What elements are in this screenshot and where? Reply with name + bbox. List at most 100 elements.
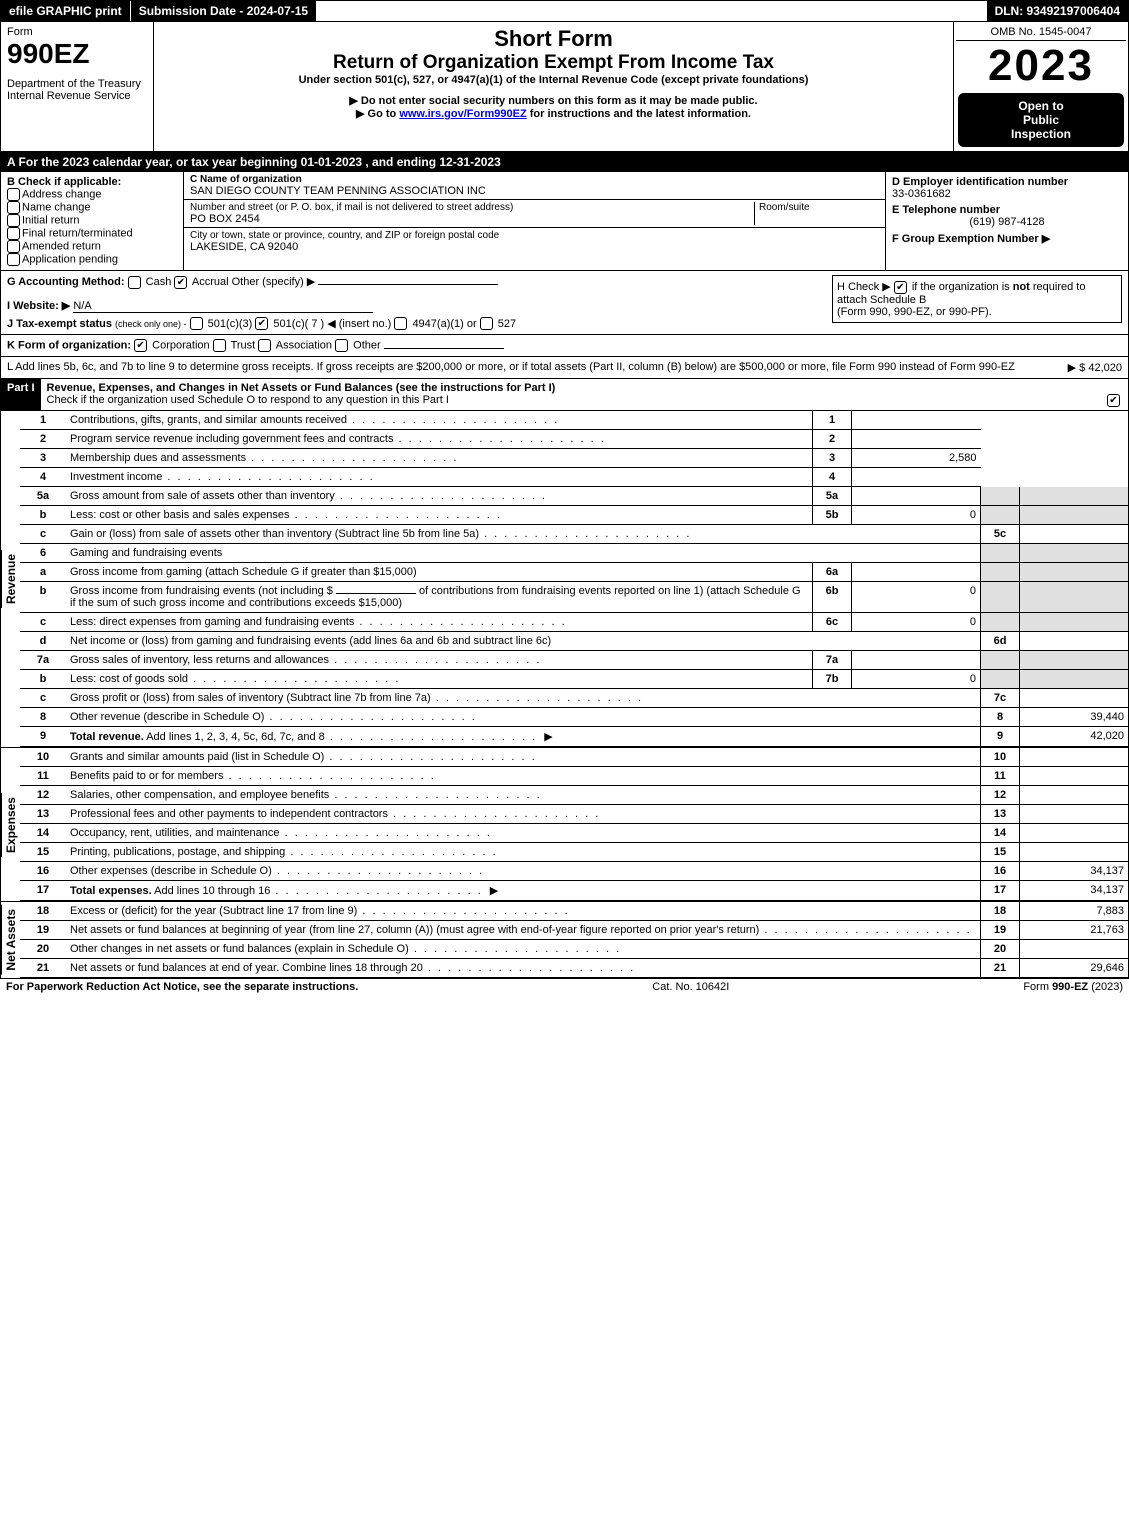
table-row: 15Printing, publications, postage, and s… xyxy=(20,843,1129,862)
g-label: G Accounting Method: xyxy=(7,276,125,288)
section-g: G Accounting Method: Cash Accrual Other … xyxy=(7,275,516,330)
cb-schedule-o-part1[interactable] xyxy=(1107,394,1120,407)
public-line3: Inspection xyxy=(962,127,1120,141)
table-row: 20Other changes in net assets or fund ba… xyxy=(20,940,1129,959)
efile-label[interactable]: efile GRAPHIC print xyxy=(1,1,131,21)
table-row: 12Salaries, other compensation, and empl… xyxy=(20,786,1129,805)
form-number: 990EZ xyxy=(7,38,147,70)
return-title: Return of Organization Exempt From Incom… xyxy=(160,52,947,74)
d-label: D Employer identification number xyxy=(892,176,1122,188)
arrow-icon xyxy=(486,885,502,897)
section-def: D Employer identification number 33-0361… xyxy=(885,172,1128,270)
cb-accrual[interactable] xyxy=(174,276,187,289)
table-row: 19Net assets or fund balances at beginni… xyxy=(20,921,1129,940)
street-value: PO BOX 2454 xyxy=(190,213,754,225)
line-l: L Add lines 5b, 6c, and 7b to line 9 to … xyxy=(0,357,1129,379)
expenses-section: Expenses 10Grants and similar amounts pa… xyxy=(0,748,1129,902)
table-row: cGross profit or (loss) from sales of in… xyxy=(20,689,1129,708)
cb-527[interactable] xyxy=(480,317,493,330)
org-name: SAN DIEGO COUNTY TEAM PENNING ASSOCIATIO… xyxy=(190,185,879,197)
netassets-section: Net Assets 18Excess or (deficit) for the… xyxy=(0,902,1129,979)
table-row: 13Professional fees and other payments t… xyxy=(20,805,1129,824)
table-row: bLess: cost or other basis and sales exp… xyxy=(20,506,1129,525)
ssn-warning: ▶ Do not enter social security numbers o… xyxy=(160,94,947,107)
table-row: 21Net assets or fund balances at end of … xyxy=(20,959,1129,978)
table-row: 1Contributions, gifts, grants, and simil… xyxy=(20,411,1129,430)
cb-name-change[interactable]: Name change xyxy=(7,201,177,214)
goto-pre: ▶ Go to xyxy=(356,108,399,120)
section-h: H Check ▶ if the organization is not req… xyxy=(832,275,1122,323)
city-label: City or town, state or province, country… xyxy=(190,230,879,241)
cb-schedule-b[interactable] xyxy=(894,281,907,294)
cb-application-pending[interactable]: Application pending xyxy=(7,253,177,266)
short-form-title: Short Form xyxy=(160,26,947,52)
top-bar: efile GRAPHIC print Submission Date - 20… xyxy=(0,0,1129,22)
cb-association[interactable] xyxy=(258,339,271,352)
revenue-section: Revenue 1Contributions, gifts, grants, a… xyxy=(0,411,1129,748)
k-label: K Form of organization: xyxy=(7,340,131,352)
c-name-label: C Name of organization xyxy=(190,174,879,185)
revenue-table: 1Contributions, gifts, grants, and simil… xyxy=(20,411,1129,747)
cb-cash[interactable] xyxy=(128,276,141,289)
other-specify-line[interactable] xyxy=(318,284,498,285)
cb-501c[interactable] xyxy=(255,317,268,330)
cb-final-return[interactable]: Final return/terminated xyxy=(7,227,177,240)
cb-corporation[interactable] xyxy=(134,339,147,352)
tax-year: 2023 xyxy=(956,41,1126,91)
cb-initial-return[interactable]: Initial return xyxy=(7,214,177,227)
table-row: 14Occupancy, rent, utilities, and mainte… xyxy=(20,824,1129,843)
footer-right: Form 990-EZ (2023) xyxy=(1023,981,1123,993)
irs-link[interactable]: www.irs.gov/Form990EZ xyxy=(399,108,526,120)
table-row: 7aGross sales of inventory, less returns… xyxy=(20,651,1129,670)
header-left: Form 990EZ Department of the Treasury In… xyxy=(1,22,154,151)
g-other: Other (specify) ▶ xyxy=(232,276,316,288)
cb-other-org[interactable] xyxy=(335,339,348,352)
dept-treasury: Department of the Treasury xyxy=(7,78,147,90)
cb-trust[interactable] xyxy=(213,339,226,352)
table-row: 5aGross amount from sale of assets other… xyxy=(20,487,1129,506)
arrow-icon xyxy=(540,731,556,743)
table-row: bLess: cost of goods sold7b0 xyxy=(20,670,1129,689)
table-row: bGross income from fundraising events (n… xyxy=(20,582,1129,613)
goto-line: ▶ Go to www.irs.gov/Form990EZ for instru… xyxy=(160,107,947,120)
table-row: 9Total revenue. Add lines 1, 2, 3, 4, 5c… xyxy=(20,727,1129,747)
dln: DLN: 93492197006404 xyxy=(987,1,1128,21)
subtitle: Under section 501(c), 527, or 4947(a)(1)… xyxy=(160,74,947,86)
table-row: aGross income from gaming (attach Schedu… xyxy=(20,563,1129,582)
vlabel-expenses: Expenses xyxy=(1,793,20,857)
table-row: cLess: direct expenses from gaming and f… xyxy=(20,613,1129,632)
irs-label: Internal Revenue Service xyxy=(7,90,147,102)
public-line2: Public xyxy=(962,113,1120,127)
table-row: 2Program service revenue including gover… xyxy=(20,430,1129,449)
part-i-label: Part I xyxy=(1,379,41,410)
i-label: I Website: ▶ xyxy=(7,300,70,312)
f-label: F Group Exemption Number ▶ xyxy=(892,232,1122,245)
public-line1: Open to xyxy=(962,99,1120,113)
cb-501c3[interactable] xyxy=(190,317,203,330)
section-b: B Check if applicable: Address change Na… xyxy=(1,172,184,270)
j-label: J Tax-exempt status xyxy=(7,318,112,330)
room-label: Room/suite xyxy=(759,202,879,213)
footer-mid: Cat. No. 10642I xyxy=(652,981,729,993)
l-amount: ▶ $ 42,020 xyxy=(1060,361,1122,374)
identity-block: B Check if applicable: Address change Na… xyxy=(0,172,1129,271)
table-row: 8Other revenue (describe in Schedule O)8… xyxy=(20,708,1129,727)
table-row: 16Other expenses (describe in Schedule O… xyxy=(20,862,1129,881)
cb-address-change[interactable]: Address change xyxy=(7,188,177,201)
cb-4947[interactable] xyxy=(394,317,407,330)
vlabel-netassets: Net Assets xyxy=(1,905,20,975)
e-label: E Telephone number xyxy=(892,204,1122,216)
table-row: 18Excess or (deficit) for the year (Subt… xyxy=(20,902,1129,921)
cb-amended-return[interactable]: Amended return xyxy=(7,240,177,253)
street-label: Number and street (or P. O. box, if mail… xyxy=(190,202,754,213)
expenses-table: 10Grants and similar amounts paid (list … xyxy=(20,748,1129,901)
b-label: B Check if applicable: xyxy=(7,176,177,188)
table-row: 6Gaming and fundraising events xyxy=(20,544,1129,563)
table-row: 17Total expenses. Add lines 10 through 1… xyxy=(20,881,1129,901)
header-right: OMB No. 1545-0047 2023 Open to Public In… xyxy=(953,22,1128,151)
netassets-table: 18Excess or (deficit) for the year (Subt… xyxy=(20,902,1129,978)
line-a: A For the 2023 calendar year, or tax yea… xyxy=(0,152,1129,172)
other-org-line[interactable] xyxy=(384,348,504,349)
footer-left: For Paperwork Reduction Act Notice, see … xyxy=(6,981,358,993)
website-value: N/A xyxy=(73,300,373,313)
